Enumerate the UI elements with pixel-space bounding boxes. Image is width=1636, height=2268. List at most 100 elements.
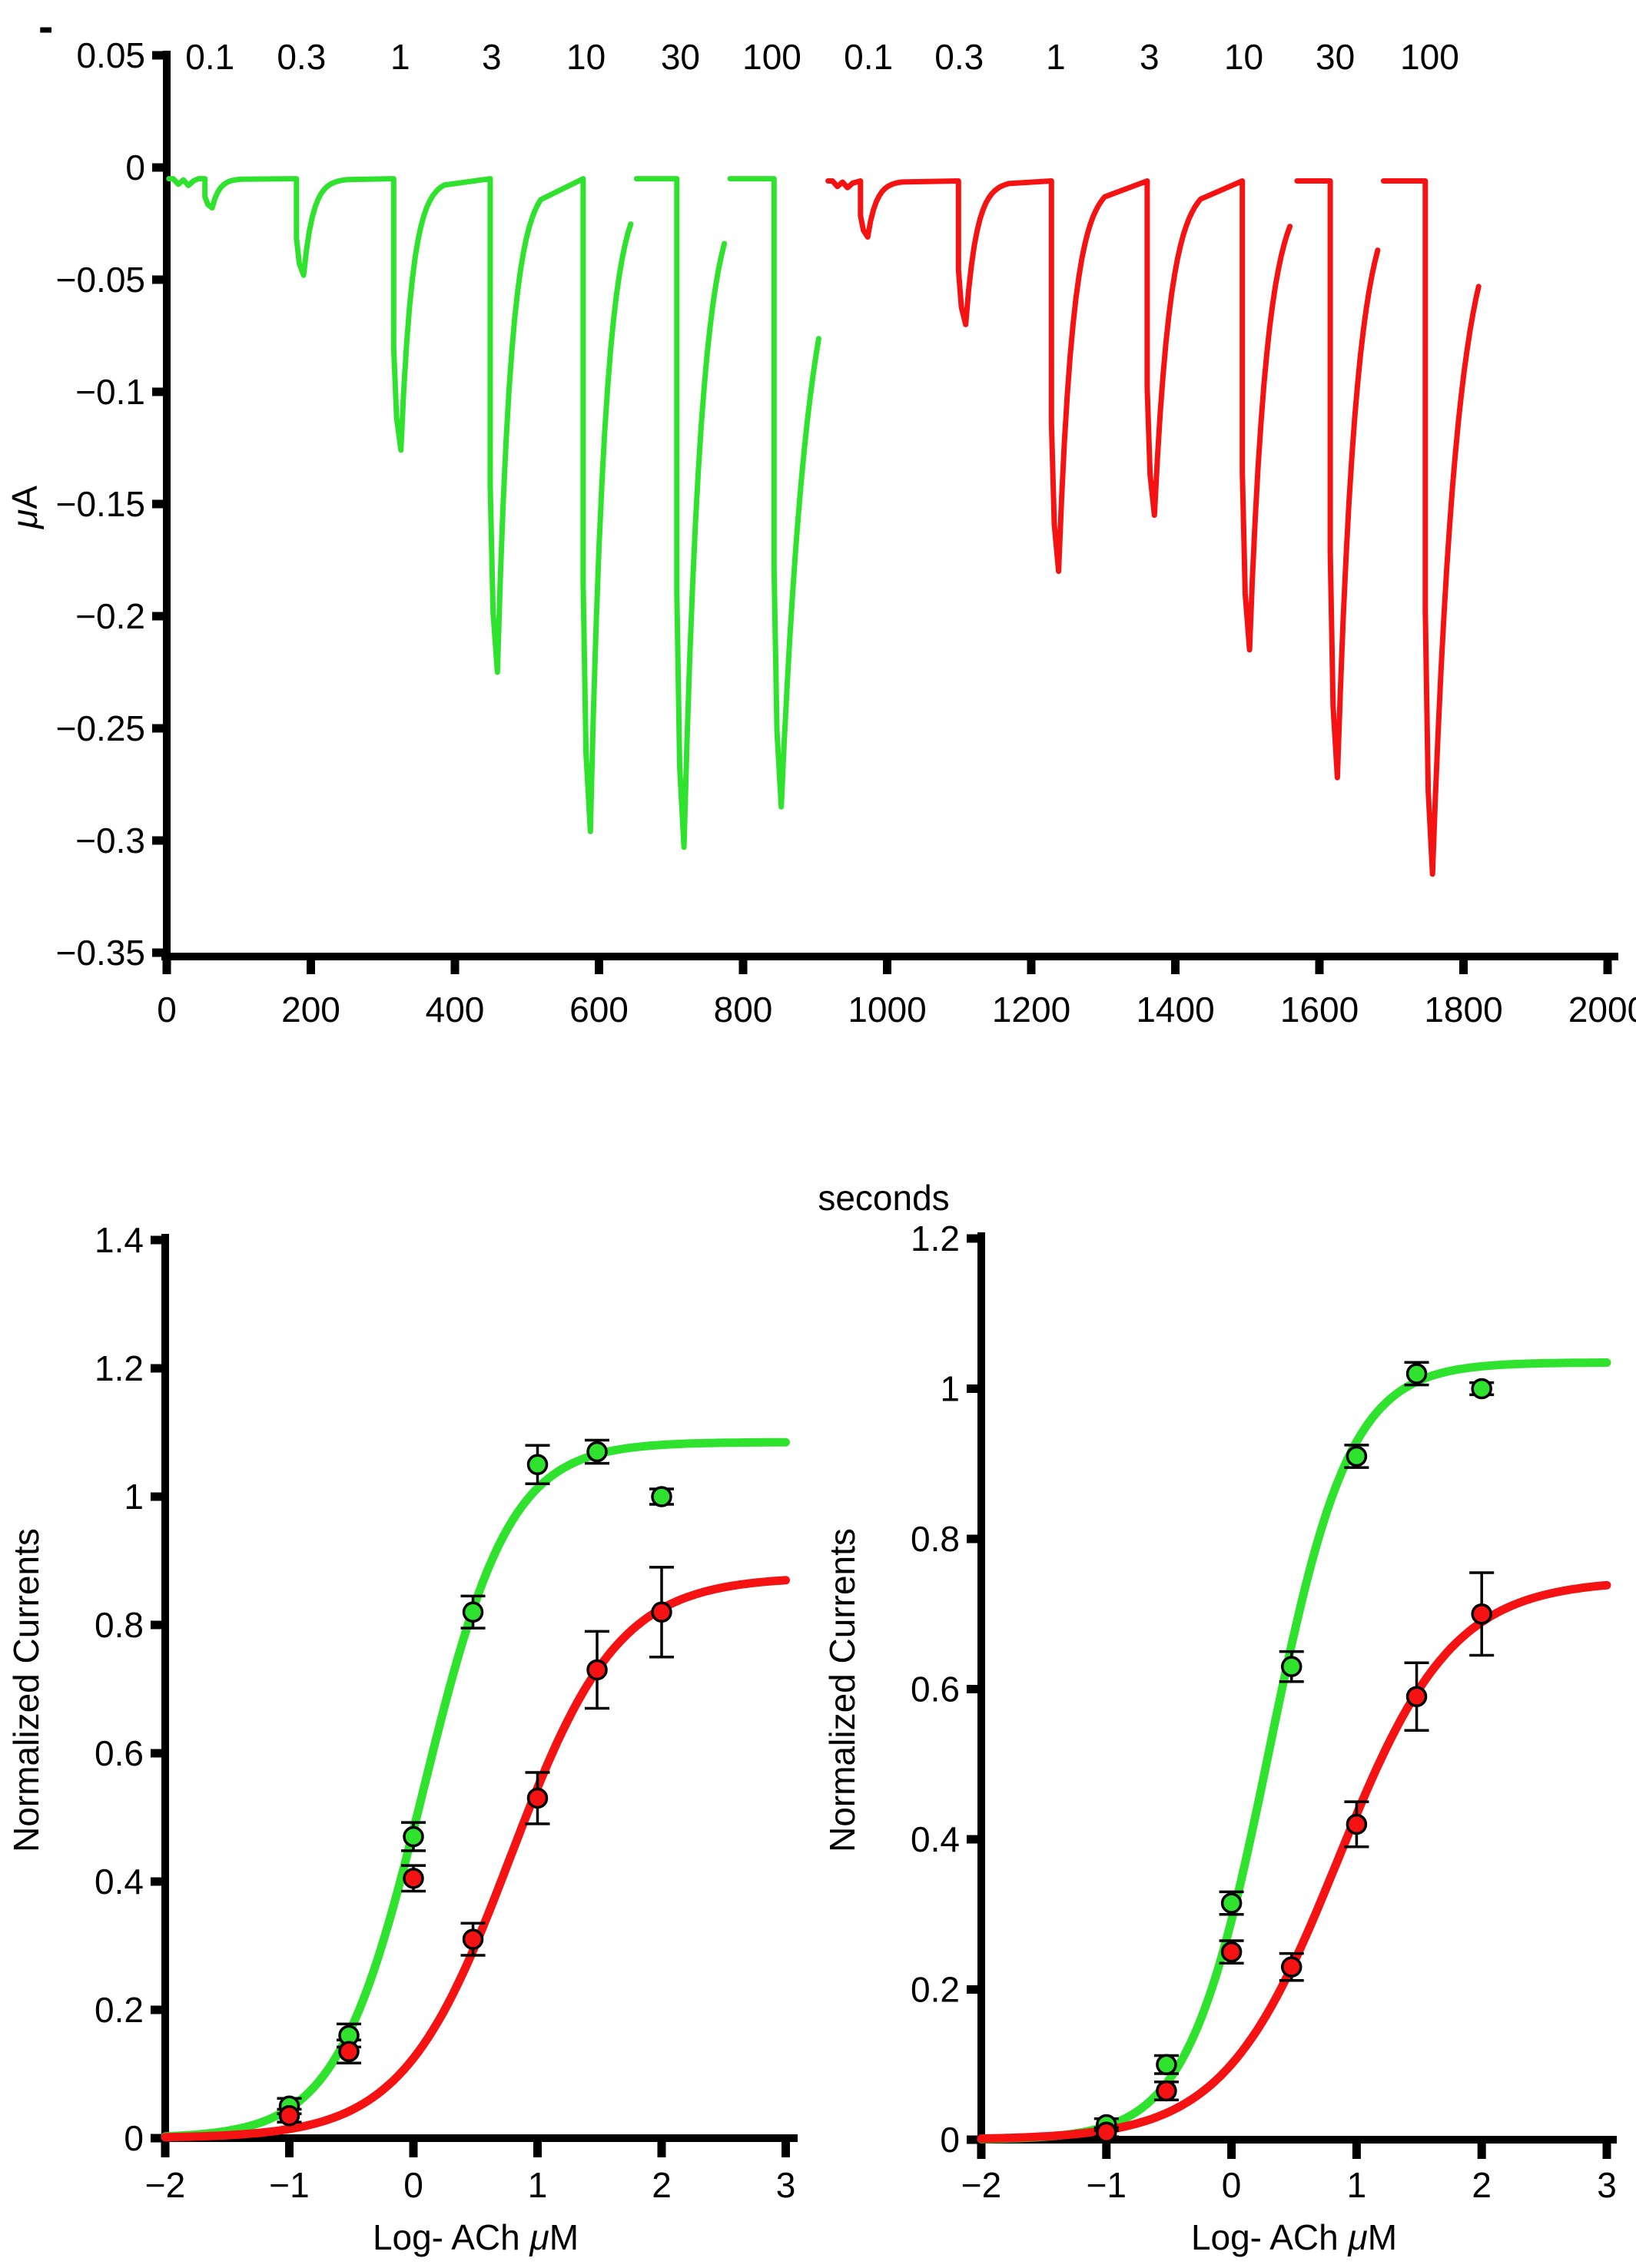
x-tick xyxy=(1352,2144,1361,2159)
trace-green-segment xyxy=(633,176,728,850)
x-axis-title: Log- ACh μM xyxy=(373,2217,579,2257)
y-tick-label: 0.4 xyxy=(911,1819,960,1859)
red-oocyte-data-point xyxy=(1096,2121,1117,2143)
red-oocyte-data-point xyxy=(586,1659,608,1681)
x-tick-label: 1200 xyxy=(992,990,1070,1030)
y-tick-label: 0.4 xyxy=(95,1862,144,1902)
y-tick-label: 0.2 xyxy=(95,1990,144,2030)
y-tick-label: 0 xyxy=(124,2118,144,2158)
x-tick-label: 1600 xyxy=(1280,990,1359,1030)
red-oocyte-data-point xyxy=(338,2041,360,2063)
y-tick xyxy=(151,2134,161,2143)
y-tick xyxy=(967,1835,977,1844)
green-oocyte-data-point xyxy=(403,1825,424,1848)
y-tick xyxy=(151,1235,161,1245)
concentration-label: 0.3 xyxy=(934,37,984,77)
x-tick xyxy=(1603,960,1612,974)
y-tick xyxy=(151,1620,161,1630)
trace-green-segment xyxy=(727,176,821,810)
x-tick xyxy=(1459,960,1468,974)
x-tick xyxy=(161,2142,170,2157)
x-axis-line xyxy=(161,953,1618,960)
trace-green-segment xyxy=(166,176,634,834)
green-oocyte-data-point xyxy=(1471,1378,1492,1400)
x-tick xyxy=(1315,960,1324,974)
y-tick xyxy=(967,1234,977,1243)
x-tick-label: 800 xyxy=(714,990,773,1030)
y-axis-title: Normalized Currents xyxy=(822,1528,862,1852)
x-tick xyxy=(162,960,171,974)
concentration-label: 10 xyxy=(566,37,606,77)
y-tick xyxy=(967,1685,977,1693)
y-tick-label: 0.6 xyxy=(95,1733,144,1773)
y-tick-label: 1.4 xyxy=(95,1220,144,1260)
y-axis-title: μA xyxy=(5,486,45,529)
y-tick-label: 1.2 xyxy=(95,1348,144,1388)
concentration-label: 1 xyxy=(1046,37,1066,77)
red-oocyte-data-point xyxy=(651,1601,672,1623)
y-tick xyxy=(151,1877,161,1886)
red-oocyte-data-point xyxy=(1346,1813,1368,1835)
green-oocyte-data-point xyxy=(1220,1892,1243,1914)
stray-dash: - xyxy=(38,2,54,51)
concentration-label: 0.1 xyxy=(844,37,893,77)
x-tick-label: −1 xyxy=(1087,2165,1127,2205)
y-tick xyxy=(152,612,163,621)
x-tick xyxy=(1227,2144,1236,2159)
x-tick-label: 3 xyxy=(1597,2165,1617,2205)
x-tick xyxy=(781,2142,790,2157)
x-tick xyxy=(1477,2144,1486,2159)
y-tick xyxy=(152,499,163,509)
trace-red-segment xyxy=(1294,178,1381,781)
y-tick xyxy=(152,948,163,957)
x-tick-label: 2 xyxy=(1472,2165,1492,2205)
y-axis-line xyxy=(977,1232,985,2147)
x-tick-label: 600 xyxy=(569,990,629,1030)
concentration-label: 30 xyxy=(661,37,700,77)
y-tick-label: −0.15 xyxy=(56,484,145,524)
y-tick-label: 1 xyxy=(940,1369,960,1409)
x-tick xyxy=(657,2142,666,2157)
y-tick-label: 0.6 xyxy=(911,1670,960,1709)
x-tick-label: 200 xyxy=(281,990,340,1030)
y-tick xyxy=(152,163,163,172)
x-tick-label: 1 xyxy=(528,2165,548,2205)
y-tick xyxy=(152,275,163,284)
x-tick-label: 1 xyxy=(1347,2165,1367,2205)
x-tick xyxy=(285,2142,294,2157)
x-tick xyxy=(738,960,748,974)
y-tick xyxy=(967,2135,977,2144)
green-oocyte-data-point xyxy=(1405,1363,1428,1384)
y-tick-label: −0.2 xyxy=(75,596,145,636)
concentration-label: 1 xyxy=(390,37,410,77)
y-tick xyxy=(152,836,163,845)
x-axis-title: seconds xyxy=(818,1178,949,1218)
y-tick-label: 0.2 xyxy=(911,1970,960,2010)
green-oocyte-data-point xyxy=(1156,2054,1177,2075)
y-tick xyxy=(967,1534,977,1544)
red-oocyte-data-point xyxy=(462,1928,484,1950)
y-tick xyxy=(151,1364,161,1373)
x-tick-label: −2 xyxy=(961,2165,1001,2205)
green-oocyte-data-point xyxy=(1280,1656,1302,1677)
y-axis-title: Normalized Currents xyxy=(6,1528,46,1852)
y-tick xyxy=(967,1384,977,1393)
red-oocyte-data-point xyxy=(1156,2080,1177,2102)
y-tick-label: 0.8 xyxy=(95,1605,144,1645)
x-tick-label: 3 xyxy=(776,2165,796,2205)
y-tick-label: 0 xyxy=(125,148,145,187)
y-tick xyxy=(152,51,163,60)
x-tick-label: 0 xyxy=(403,2165,423,2205)
concentration-label: 10 xyxy=(1224,37,1263,77)
x-tick-label: 0 xyxy=(1222,2165,1242,2205)
x-tick-label: 2000 xyxy=(1568,990,1636,1030)
y-tick xyxy=(151,1749,161,1758)
trace-red-segment xyxy=(825,178,1293,653)
x-tick-label: −1 xyxy=(269,2165,309,2205)
y-tick xyxy=(151,1492,161,1501)
x-tick xyxy=(450,960,460,974)
x-axis-line xyxy=(161,2134,798,2142)
